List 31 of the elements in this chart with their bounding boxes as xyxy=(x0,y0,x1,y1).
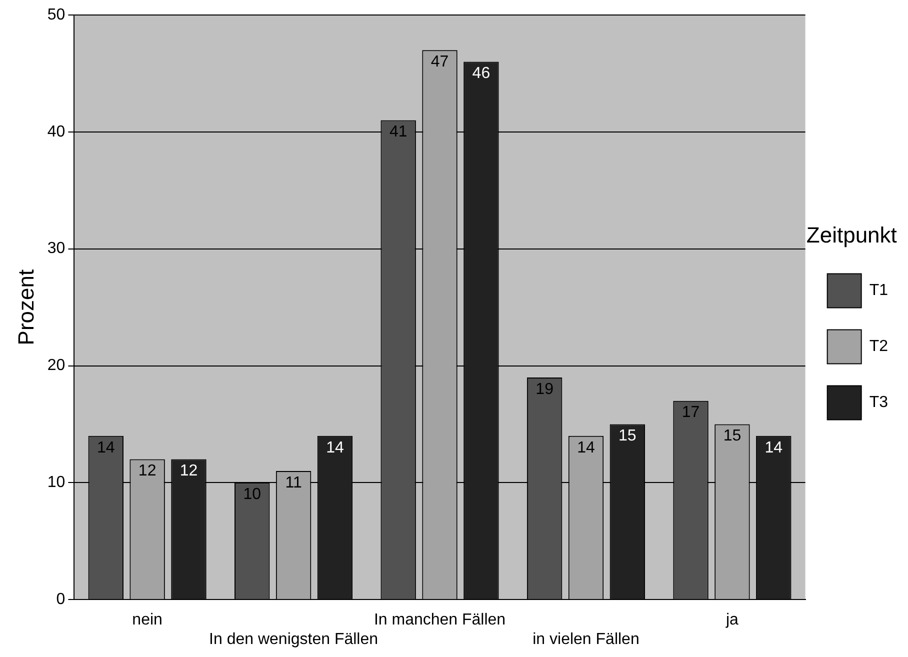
data-label: 15 xyxy=(618,428,636,445)
y-tick-label: 30 xyxy=(47,240,66,258)
x-tick-label: nein xyxy=(132,612,162,629)
x-tick-label: In manchen Fällen xyxy=(374,612,506,629)
data-label: 19 xyxy=(536,380,554,398)
y-tick-label: 20 xyxy=(47,357,66,374)
legend-label: T1 xyxy=(869,282,888,300)
data-label: 14 xyxy=(764,439,783,456)
data-label: 47 xyxy=(430,53,449,70)
data-label: 14 xyxy=(326,439,344,456)
data-label: 15 xyxy=(723,428,742,445)
y-tick-label: 40 xyxy=(47,123,66,140)
data-label: 11 xyxy=(285,474,302,492)
legend-label: T3 xyxy=(869,394,888,412)
data-label: 14 xyxy=(96,439,115,456)
data-label: 10 xyxy=(243,486,262,504)
data-label: 12 xyxy=(180,462,198,480)
data-label: 41 xyxy=(389,124,408,141)
data-label: 46 xyxy=(472,65,490,82)
data-label: 12 xyxy=(138,462,156,480)
legend-label: T2 xyxy=(869,338,888,356)
x-tick-label: ja xyxy=(724,612,739,629)
data-label: 17 xyxy=(682,404,700,422)
y-axis-title: Prozent xyxy=(13,269,38,346)
legend-title: Zeitpunkt xyxy=(806,222,897,248)
y-tick-label: 50 xyxy=(47,6,66,24)
y-tick-label: 0 xyxy=(56,591,66,608)
data-label: 14 xyxy=(577,439,595,456)
x-tick-label: in vielen Fällen xyxy=(532,630,640,648)
x-tick-label: In den wenigsten Fällen xyxy=(209,630,378,648)
y-tick-label: 10 xyxy=(47,474,66,492)
